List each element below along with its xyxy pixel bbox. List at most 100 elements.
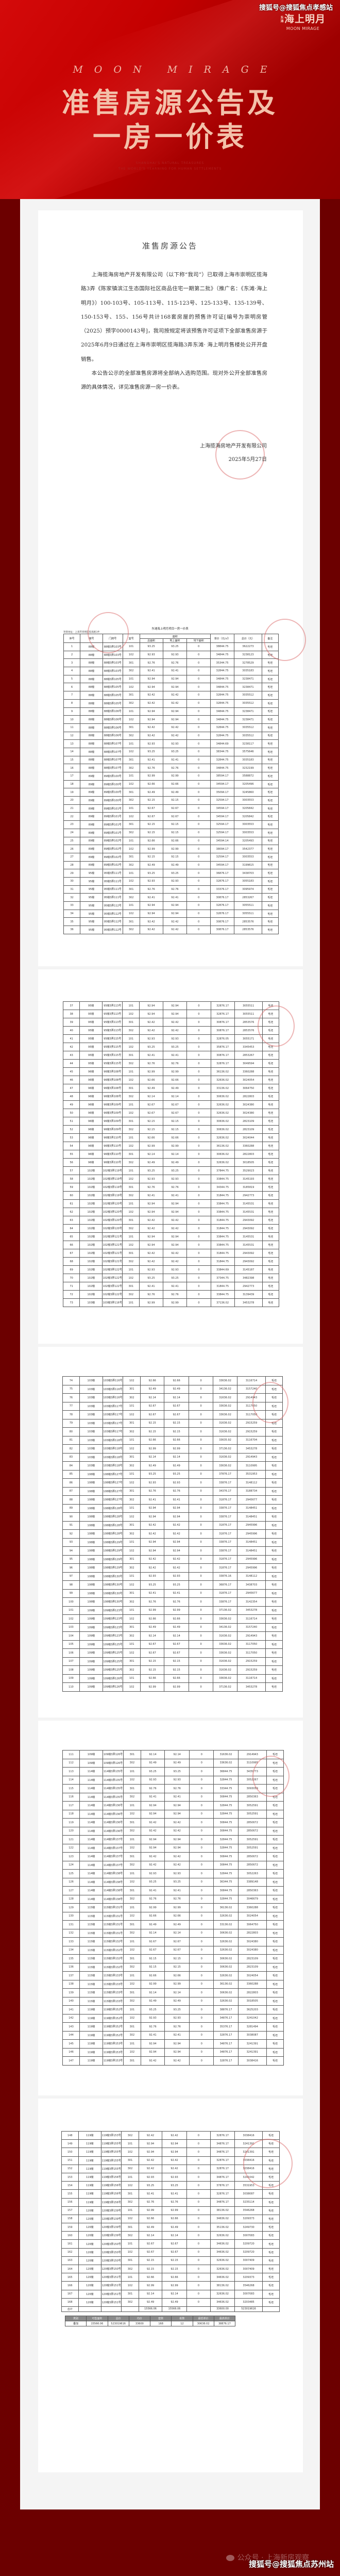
cell-door-number: 89幢3弄101号 [102,820,123,829]
cell-above-ground-area: 92.41 [162,893,188,902]
cell-above-ground-area: 92.41 [162,755,188,765]
cell-building: 114幢 [79,1801,104,1810]
cell-room: 101 [122,772,140,781]
company-seal [215,430,265,480]
cell-door-number: 96幢3弄110号 [102,1150,123,1159]
cell-building: 109幢 [79,1758,104,1768]
cell-above-ground-area: 92.41 [162,2189,187,2199]
cell-underground-area: 0 [186,1010,211,1018]
cell-door-number: 89幢3弄101号 [102,828,123,837]
cell-remark: 毛坯 [265,1665,283,1675]
cell-unit-price: 30636.02 [213,1954,239,1963]
table-row: 10 88幢 88幢3弄106号 102 92.94 92.94 0 34844.75 3238… [63,715,279,724]
cell-above-ground-area: 92.67 [164,1640,190,1649]
cell-total-price: 2853576 [234,917,262,927]
cell-door-number: 108幢3弄127号 [102,1487,124,1496]
cell-remark: 毛坯 [261,852,279,862]
table-row: 93 108幢 108幢3弄129号 101 92.94 92.94 0 33876.17 31… [62,1538,283,1547]
cell-building: 89幢 [80,812,103,821]
cell-building: 108幢 [79,1529,103,1539]
cell-underground-area: 0 [186,885,211,894]
cell-total-price: 3116704 [236,1435,266,1445]
cell-total-price: 3035512 [234,731,262,740]
cell-total-area: 92.42 [140,1818,165,1827]
cell-room: 301 [121,2256,139,2266]
cell-underground-area: 0 [189,1376,214,1385]
cell-building: 120幢 [78,2231,101,2240]
cell-room: 102 [121,2148,139,2157]
summary-header: 均价 [128,2316,151,2321]
cell-building: 120幢 [78,2223,101,2232]
cell-building: 108幢 [79,1487,103,1496]
cell-room: 101 [123,1801,141,1810]
cell-total-area: 92.14 [140,1631,165,1641]
table-row: 73 103幢 103幢3弄116号 101 92.99 92.99 0 37136.02 34… [62,1298,280,1307]
cell-above-ground-area: 92.94 [164,1546,190,1556]
cell-room: 101 [122,869,140,878]
cell-above-ground-area: 92.42 [162,731,188,740]
cell-seq: 102 [62,1614,80,1624]
cell-room: 102 [121,2281,139,2290]
cell-door-number: 103幢3弄116号 [102,1393,124,1402]
cell-underground-area: 0 [189,1546,214,1556]
table-row: 107 109幢 109幢3弄125号 301 92.15 92.15 0 31636.02 2… [62,1657,283,1666]
cell-room: 302 [122,667,140,675]
cell-room: 301 [123,1384,141,1394]
cell-unit-price: 32844.75 [210,723,235,732]
cell-building: 115幢 [79,1962,104,1972]
cell-above-ground-area: 92.67 [164,1401,190,1411]
cell-building: 88幢 [80,739,103,748]
cell-total-price: 3235114 [234,2198,263,2207]
cell-door-number: 103幢3弄118号 [102,1435,124,1445]
cell-door-number: 88幢3弄103号 [102,667,123,675]
cell-underground-area: 0 [186,2181,211,2190]
cell-underground-area: 0 [189,1401,214,1411]
cell-underground-area: 0 [186,2172,211,2182]
cell-unit-price: 32636.02 [210,1133,235,1142]
cell-building: 88幢 [80,683,103,692]
cell-room: 301 [122,691,140,700]
cell-room: 101 [123,1469,141,1479]
cell-underground-area: 0 [186,764,211,772]
cell-seq: 134 [62,1945,80,1955]
cell-total-price: 3110995 [236,1461,266,1471]
cell-room: 302 [123,1495,141,1505]
table-row: 142 119幢 119幢3弄152号 102 92.93 92.93 0 34876.17 3… [62,2013,284,2023]
cell-seq: 165 [61,2273,79,2282]
cell-seq: 36 [63,926,81,934]
cell-room: 102 [122,1109,140,1117]
cell-underground-area: 0 [189,1665,214,1675]
cell-unit-price: 35136.02 [210,2223,235,2232]
cell-total-area: 92.49 [138,2298,163,2307]
cell-total-area: 93.25 [138,2181,163,2190]
cell-door-number: 115幢3弄131号 [103,1903,124,1912]
cell-room: 301 [122,658,140,668]
cell-above-ground-area: 92.14 [164,1452,190,1462]
cell-remark: 毛坯 [262,1051,280,1060]
cell-remark: 毛坯 [266,2022,284,2032]
cell-remark: 毛坯 [265,1521,283,1530]
cell-underground-area: 0 [186,747,211,756]
cell-underground-area: 0 [189,1758,214,1768]
cell-total-area: 92.94 [140,1504,165,1513]
cell-remark: 毛坯 [261,812,279,821]
cell-remark: 毛坯 [266,1962,284,1972]
cell-room: 301 [123,2022,141,2032]
cell-underground-area: 0 [189,1657,214,1666]
cell-underground-area: 0 [189,1623,214,1632]
cell-room: 102 [123,1410,141,1419]
cell-door-number: 108幢3弄127号 [102,1478,124,1488]
cell-unit-price: 34844.75 [210,683,235,692]
cell-room: 301 [123,1886,141,1895]
cell-total-price: 3389148 [237,1877,267,1887]
table-row: 123 114幢 114幢3弄137号 301 92.42 92.42 0 30844.75 2… [62,1852,284,1861]
page-title-line2: 一房一价表 [93,121,247,153]
cell-building: 108幢 [79,1495,103,1505]
table-row: 24 89幢 89幢3弄101号 302 92.15 92.15 0 32594.17 3003… [63,828,279,837]
summary-header: 套数 [149,2316,172,2321]
cell-above-ground-area: 92.42 [162,917,188,927]
cell-building: 96幢 [79,1067,103,1076]
cell-door-number: 108幢3弄127号 [102,1469,124,1479]
table-row: 89 108幢 108幢3弄128号 101 92.94 92.94 0 33876.17 31… [62,1504,283,1513]
cell-underground-area: 0 [186,2256,211,2266]
